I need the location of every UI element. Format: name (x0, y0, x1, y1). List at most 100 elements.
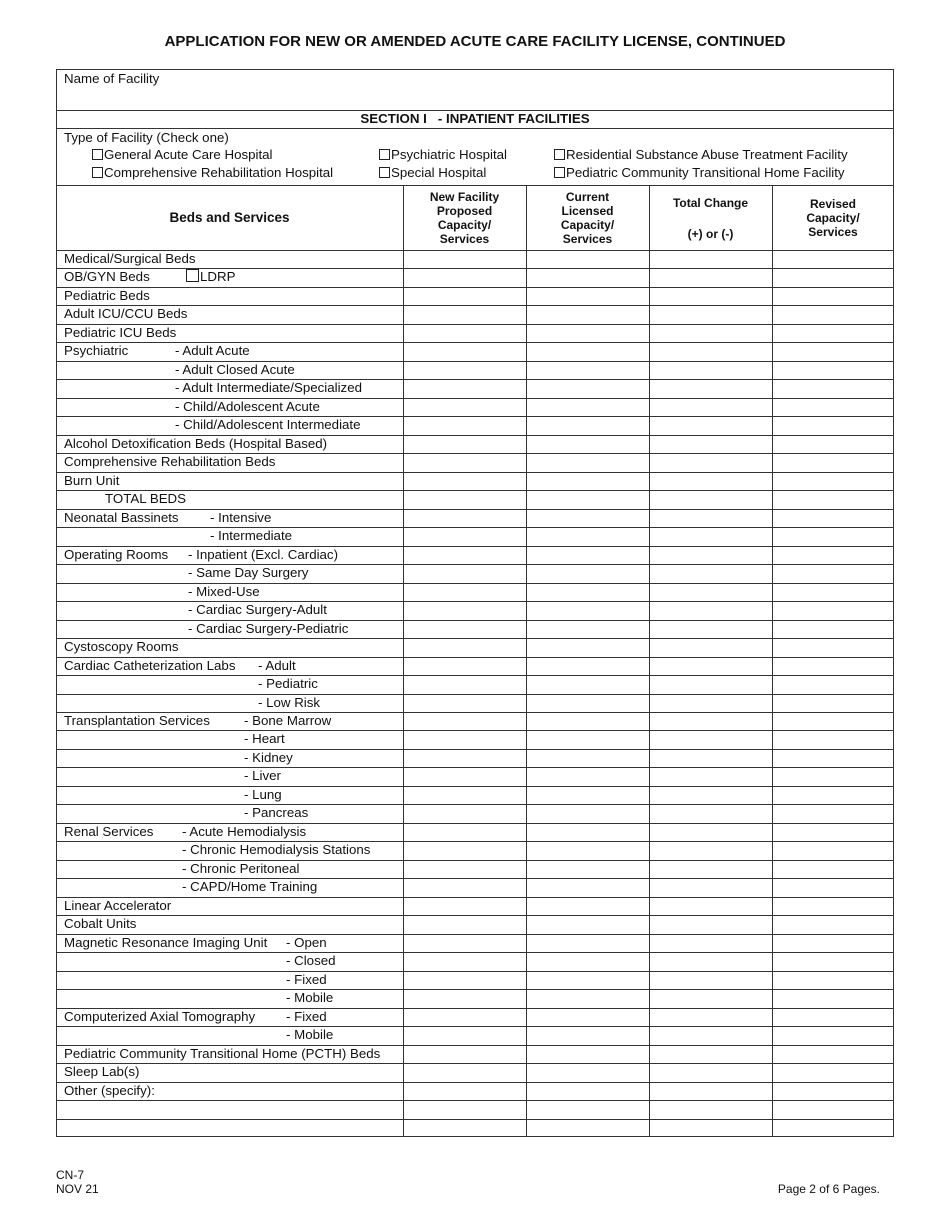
revised-capacity-cell[interactable] (772, 767, 894, 785)
new-facility-cell[interactable] (403, 490, 526, 508)
current-licensed-cell[interactable] (526, 804, 649, 822)
current-licensed-cell[interactable] (526, 1082, 649, 1100)
current-licensed-cell[interactable] (526, 952, 649, 970)
revised-capacity-cell[interactable] (772, 878, 894, 896)
total-change-cell[interactable] (649, 915, 772, 933)
total-change-cell[interactable] (649, 675, 772, 693)
total-change-cell[interactable] (649, 897, 772, 915)
total-change-cell[interactable] (649, 638, 772, 656)
new-facility-cell[interactable] (403, 915, 526, 933)
current-licensed-cell[interactable] (526, 324, 649, 342)
new-facility-cell[interactable] (403, 509, 526, 527)
new-facility-cell[interactable] (403, 1045, 526, 1063)
new-facility-cell[interactable] (403, 786, 526, 804)
revised-capacity-cell[interactable] (772, 897, 894, 915)
total-change-cell[interactable] (649, 416, 772, 434)
new-facility-cell[interactable] (403, 1063, 526, 1081)
current-licensed-cell[interactable] (526, 546, 649, 564)
revised-capacity-cell[interactable] (772, 509, 894, 527)
total-change-cell[interactable] (649, 934, 772, 952)
new-facility-cell[interactable] (403, 583, 526, 601)
revised-capacity-cell[interactable] (772, 786, 894, 804)
revised-capacity-cell[interactable] (772, 694, 894, 712)
revised-capacity-cell[interactable] (772, 749, 894, 767)
total-change-cell[interactable] (649, 268, 772, 286)
new-facility-cell[interactable] (403, 1026, 526, 1044)
total-change-cell[interactable] (649, 250, 772, 268)
revised-capacity-cell[interactable] (772, 1026, 894, 1044)
current-licensed-cell[interactable] (526, 583, 649, 601)
total-change-cell[interactable] (649, 583, 772, 601)
total-change-cell[interactable] (649, 620, 772, 638)
total-change-cell[interactable] (649, 860, 772, 878)
new-facility-cell[interactable] (403, 361, 526, 379)
new-facility-cell[interactable] (403, 989, 526, 1007)
new-facility-cell[interactable] (403, 435, 526, 453)
revised-capacity-cell[interactable] (772, 490, 894, 508)
revised-capacity-cell[interactable] (772, 989, 894, 1007)
current-licensed-cell[interactable] (526, 767, 649, 785)
total-change-cell[interactable] (649, 546, 772, 564)
new-facility-cell[interactable] (403, 823, 526, 841)
revised-capacity-cell[interactable] (772, 1119, 894, 1137)
total-change-cell[interactable] (649, 1026, 772, 1044)
current-licensed-cell[interactable] (526, 268, 649, 286)
other-specify-field[interactable] (56, 1119, 403, 1137)
new-facility-cell[interactable] (403, 620, 526, 638)
checkbox[interactable] (379, 167, 390, 178)
new-facility-cell[interactable] (403, 934, 526, 952)
total-change-cell[interactable] (649, 1045, 772, 1063)
new-facility-cell[interactable] (403, 564, 526, 582)
current-licensed-cell[interactable] (526, 823, 649, 841)
current-licensed-cell[interactable] (526, 1008, 649, 1026)
total-change-cell[interactable] (649, 398, 772, 416)
total-change-cell[interactable] (649, 694, 772, 712)
option-general-acute[interactable]: General Acute Care Hospital (92, 147, 273, 162)
new-facility-cell[interactable] (403, 971, 526, 989)
current-licensed-cell[interactable] (526, 620, 649, 638)
total-change-cell[interactable] (649, 527, 772, 545)
new-facility-cell[interactable] (403, 897, 526, 915)
revised-capacity-cell[interactable] (772, 1045, 894, 1063)
current-licensed-cell[interactable] (526, 712, 649, 730)
new-facility-cell[interactable] (403, 453, 526, 471)
total-change-cell[interactable] (649, 509, 772, 527)
current-licensed-cell[interactable] (526, 601, 649, 619)
current-licensed-cell[interactable] (526, 897, 649, 915)
current-licensed-cell[interactable] (526, 730, 649, 748)
revised-capacity-cell[interactable] (772, 527, 894, 545)
total-change-cell[interactable] (649, 490, 772, 508)
revised-capacity-cell[interactable] (772, 915, 894, 933)
option-special[interactable]: Special Hospital (379, 165, 486, 180)
total-change-cell[interactable] (649, 342, 772, 360)
revised-capacity-cell[interactable] (772, 823, 894, 841)
new-facility-cell[interactable] (403, 657, 526, 675)
revised-capacity-cell[interactable] (772, 804, 894, 822)
total-change-cell[interactable] (649, 730, 772, 748)
checkbox[interactable] (554, 167, 565, 178)
revised-capacity-cell[interactable] (772, 361, 894, 379)
total-change-cell[interactable] (649, 379, 772, 397)
new-facility-cell[interactable] (403, 1008, 526, 1026)
option-residential-substance[interactable]: Residential Substance Abuse Treatment Fa… (554, 147, 848, 162)
current-licensed-cell[interactable] (526, 527, 649, 545)
option-comprehensive-rehab[interactable]: Comprehensive Rehabilitation Hospital (92, 165, 333, 180)
total-change-cell[interactable] (649, 952, 772, 970)
current-licensed-cell[interactable] (526, 934, 649, 952)
revised-capacity-cell[interactable] (772, 583, 894, 601)
current-licensed-cell[interactable] (526, 860, 649, 878)
revised-capacity-cell[interactable] (772, 342, 894, 360)
facility-name-field[interactable] (64, 88, 884, 108)
revised-capacity-cell[interactable] (772, 1063, 894, 1081)
new-facility-cell[interactable] (403, 527, 526, 545)
new-facility-cell[interactable] (403, 841, 526, 859)
current-licensed-cell[interactable] (526, 694, 649, 712)
current-licensed-cell[interactable] (526, 509, 649, 527)
current-licensed-cell[interactable] (526, 287, 649, 305)
ldrp-option[interactable]: LDRP (186, 268, 235, 286)
total-change-cell[interactable] (649, 1063, 772, 1081)
new-facility-cell[interactable] (403, 268, 526, 286)
revised-capacity-cell[interactable] (772, 952, 894, 970)
checkbox[interactable] (92, 167, 103, 178)
revised-capacity-cell[interactable] (772, 287, 894, 305)
